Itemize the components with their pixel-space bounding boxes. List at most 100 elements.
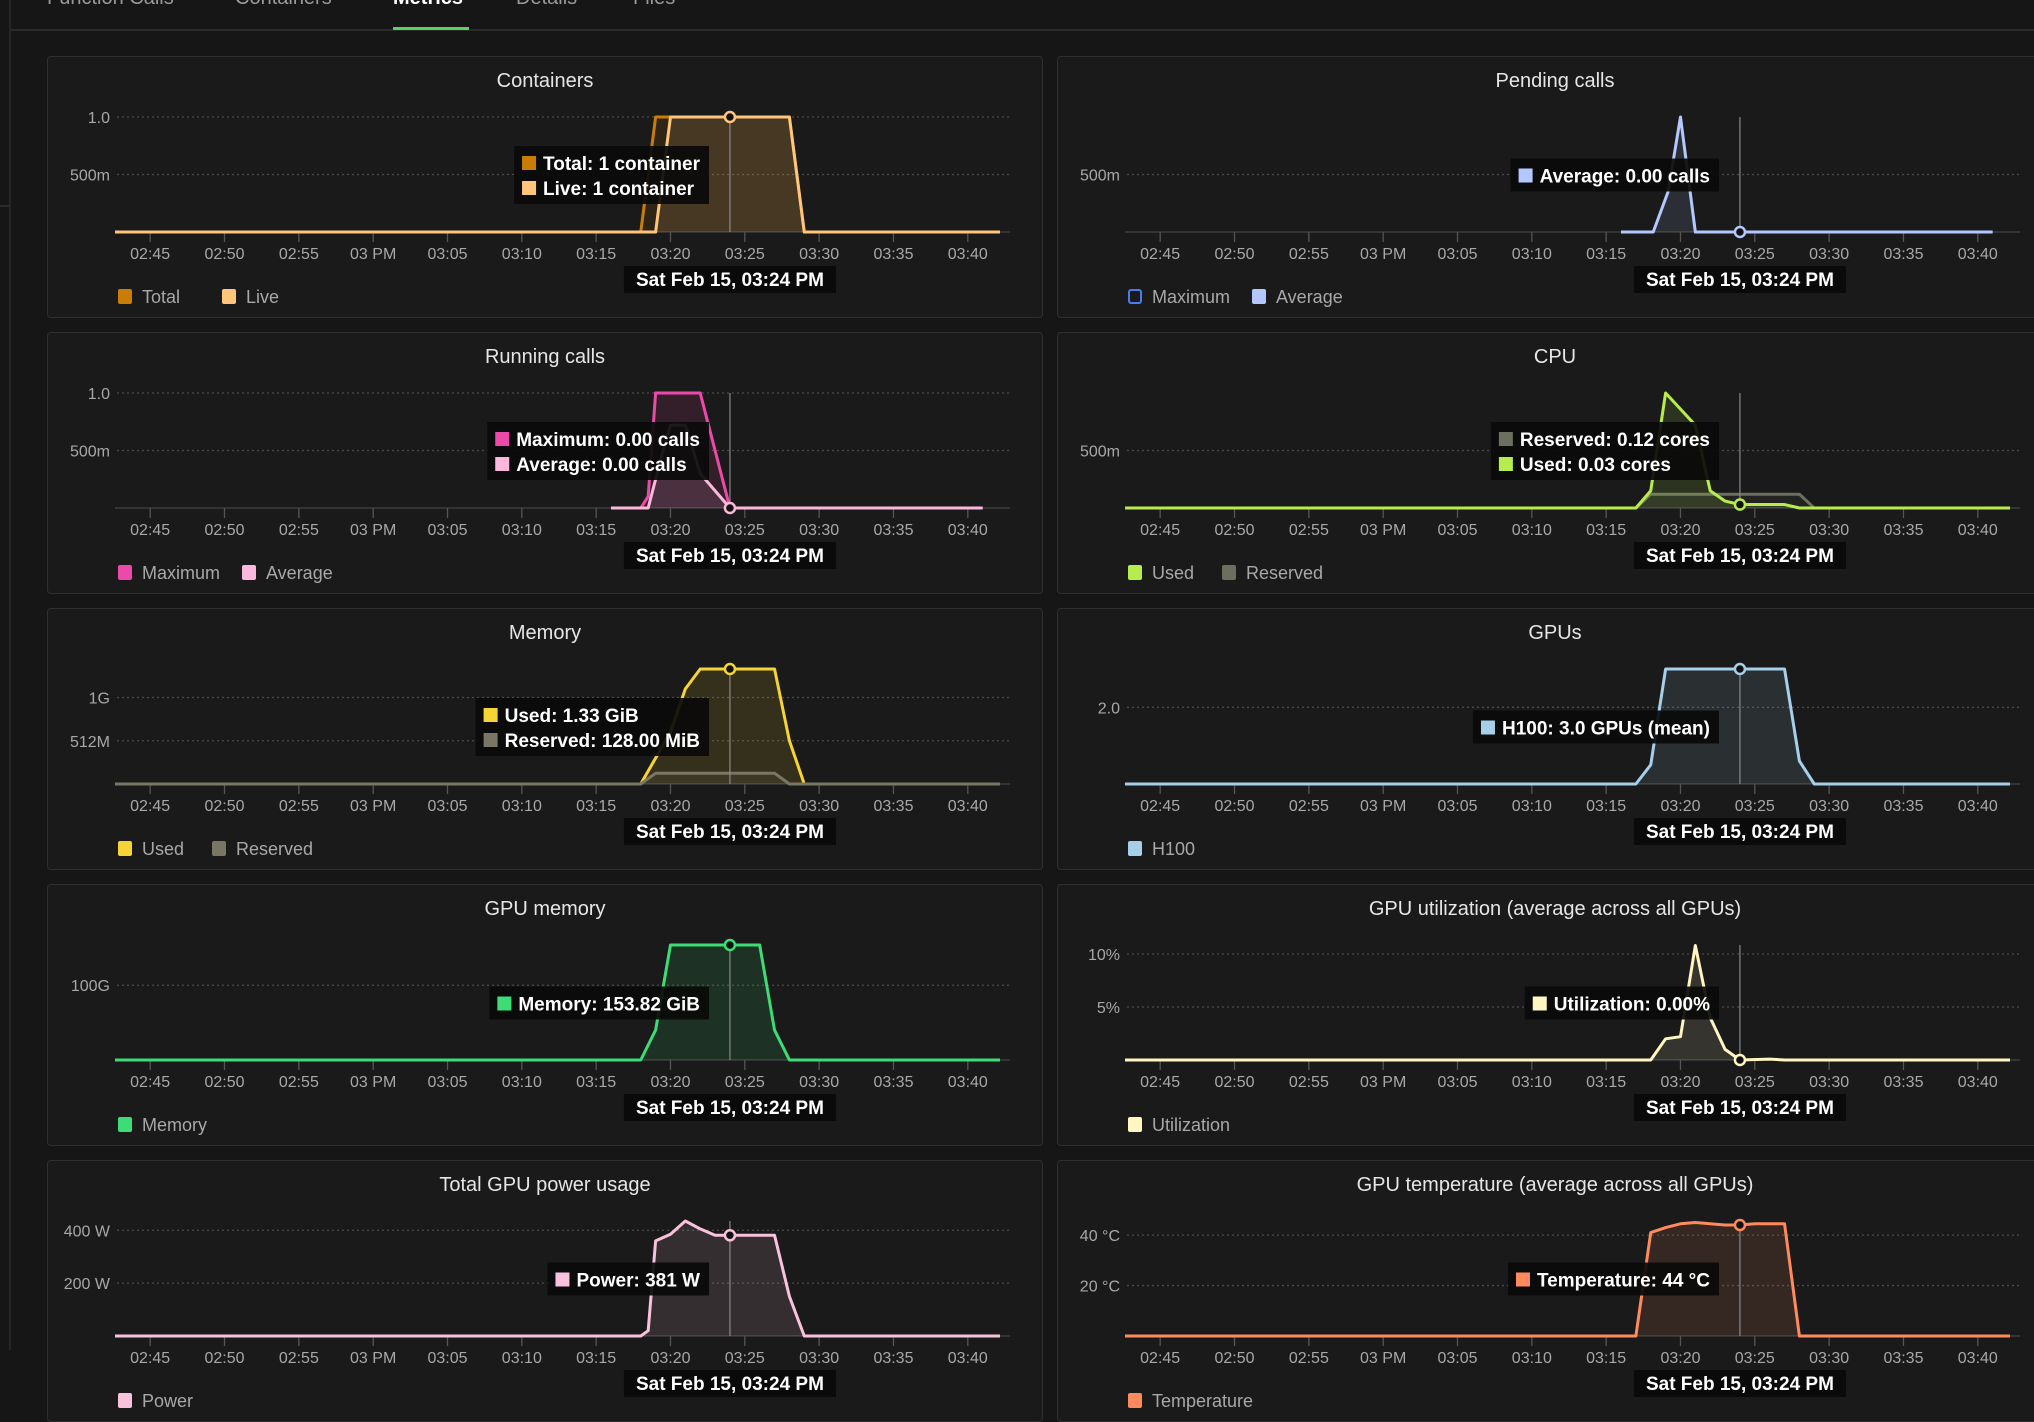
x-tick-label: 03:30	[1809, 522, 1849, 539]
legend-item-maximum[interactable]: Maximum	[1128, 287, 1230, 307]
y-tick-label: 500m	[1080, 168, 1120, 185]
y-tick-label: 512M	[70, 734, 110, 751]
x-tick-label: 03:10	[1512, 1350, 1552, 1367]
legend-label: Used	[142, 839, 184, 859]
tooltip-text: Used: 1.33 GiB	[505, 706, 639, 727]
tooltip-text: Utilization: 0.00%	[1554, 995, 1710, 1016]
x-tick-label: 03:35	[1883, 246, 1923, 263]
x-tick-label: 03:05	[427, 1074, 467, 1091]
legend-item-utilization[interactable]: Utilization	[1128, 1115, 1230, 1135]
chart-plot[interactable]: 500m 02:45 02:50 02:55 03 PM 03:05 03:10 03:15 0…	[1058, 57, 2034, 318]
x-tick-label: 03:20	[1660, 522, 1700, 539]
x-tick-label: 03:10	[502, 522, 542, 539]
time-label-background	[1633, 266, 1846, 293]
x-tick-label: 03:15	[1586, 1350, 1626, 1367]
chart-card-gpus: GPUs 2.0 02:45 02:50 02:55 03 PM 03:05 03:10 03:…	[1057, 608, 2034, 870]
x-tick-label: 03:25	[1735, 246, 1775, 263]
legend-item-power[interactable]: Power	[118, 1391, 193, 1411]
x-tick-label: 03:35	[873, 1074, 913, 1091]
x-tick-label: 03:35	[1883, 1074, 1923, 1091]
legend-item-live[interactable]: Live	[222, 287, 279, 307]
legend-item-memory[interactable]: Memory	[118, 1115, 207, 1135]
sidebar-edge	[9, 0, 11, 1350]
tooltip-swatch	[1518, 168, 1533, 183]
legend-label: H100	[1152, 839, 1195, 859]
chart-plot[interactable]: 10% 5% 02:45 02:50 02:55 03 PM 03:05 03:10 03:15…	[1058, 885, 2034, 1146]
chart-plot[interactable]: 1G 512M 02:45 02:50 02:55 03 PM 03:05 03:10 03:1…	[48, 609, 1043, 870]
legend-label: Average	[266, 563, 333, 583]
legend-item-average[interactable]: Average	[1252, 287, 1343, 307]
hover-tooltip: Total: 1 container Live: 1 container	[514, 146, 709, 204]
legend-item-h100[interactable]: H100	[1128, 839, 1195, 859]
tooltip-text: H100: 3.0 GPUs (mean)	[1502, 719, 1710, 740]
x-tick-label: 02:55	[1289, 246, 1329, 263]
x-tick-label: 03:15	[576, 1074, 616, 1091]
tooltip-swatch	[497, 996, 512, 1011]
legend-item-used[interactable]: Used	[1128, 563, 1194, 583]
x-tick-label: 03:25	[1735, 1074, 1775, 1091]
hover-time-label: Sat Feb 15, 03:24 PM	[623, 1370, 836, 1397]
x-tick-label: 03:30	[799, 1074, 839, 1091]
chart-plot[interactable]: 2.0 02:45 02:50 02:55 03 PM 03:05 03:10 03:15 03…	[1058, 609, 2034, 870]
chart-card-containers: Containers 1.0 500m 02:45 02:50 02:55 03 PM 03:…	[47, 56, 1043, 318]
tab-containers[interactable]: Containers	[235, 0, 332, 10]
x-tick-label: 02:50	[204, 522, 244, 539]
chart-plot[interactable]: 1.0 500m 02:45 02:50 02:55 03 PM 03:05 03:10 03:…	[48, 333, 1043, 594]
hover-tooltip: Temperature: 44 °C	[1507, 1262, 1719, 1296]
x-tick-label: 02:45	[130, 798, 170, 815]
legend-item-maximum[interactable]: Maximum	[118, 563, 220, 583]
legend-item-temperature[interactable]: Temperature	[1128, 1391, 1253, 1411]
hover-tooltip: Reserved: 0.12 cores Used: 0.03 cores	[1490, 422, 1719, 480]
time-label-text: Sat Feb 15, 03:24 PM	[1646, 546, 1834, 567]
x-tick-label: 03:20	[1660, 1350, 1700, 1367]
series-line-h100	[1125, 667, 2010, 786]
chart-plot[interactable]: 40 °C 20 °C 02:45 02:50 02:55 03 PM 03:05 03:10…	[1058, 1161, 2034, 1422]
legend-item-reserved[interactable]: Reserved	[212, 839, 313, 859]
x-tick-label: 03 PM	[350, 1074, 396, 1091]
y-tick-label: 2.0	[1098, 700, 1120, 717]
x-tick-label: 02:55	[1289, 522, 1329, 539]
tab-files[interactable]: Files	[633, 0, 675, 10]
chart-plot[interactable]: 400 W 200 W 02:45 02:50 02:55 03 PM 03:05 03:10…	[48, 1161, 1043, 1422]
x-tick-label: 02:50	[204, 1350, 244, 1367]
series-line-power	[115, 1219, 1000, 1338]
legend-swatch	[1128, 565, 1142, 580]
x-tick-label: 03:20	[650, 522, 690, 539]
x-tick-label: 03:25	[725, 798, 765, 815]
time-label-background	[623, 818, 836, 845]
hover-point-marker	[723, 501, 737, 515]
x-tick-label: 03:15	[1586, 522, 1626, 539]
series-line-used	[1125, 391, 2010, 510]
legend-swatch	[1128, 1117, 1142, 1132]
chart-plot[interactable]: 1.0 500m 02:45 02:50 02:55 03 PM 03:05 03:10 03:…	[48, 57, 1043, 318]
legend-item-total[interactable]: Total	[118, 287, 180, 307]
tab-metrics[interactable]: Metrics	[393, 0, 463, 10]
x-tick-label: 03:35	[873, 1350, 913, 1367]
hover-time-label: Sat Feb 15, 03:24 PM	[1633, 1370, 1846, 1397]
chart-plot[interactable]: 100G 02:45 02:50 02:55 03 PM 03:05 03:10 03:15 0…	[48, 885, 1043, 1146]
chart-title: Memory	[508, 622, 582, 644]
legend-item-used[interactable]: Used	[118, 839, 184, 859]
legend-item-average[interactable]: Average	[242, 563, 333, 583]
chart-title: CPU	[1533, 346, 1577, 368]
time-label-background	[1633, 1094, 1846, 1121]
legend-item-reserved[interactable]: Reserved	[1222, 563, 1323, 583]
tab-details[interactable]: Details	[516, 0, 577, 10]
legend-swatch	[118, 1117, 132, 1132]
chart-plot[interactable]: 500m 02:45 02:50 02:55 03 PM 03:05 03:10 03:15 0…	[1058, 333, 2034, 594]
x-tick-label: 02:55	[279, 246, 319, 263]
tooltip-background	[475, 698, 709, 756]
tab-function-calls[interactable]: Function Calls	[47, 0, 174, 10]
series-area-used	[115, 669, 1000, 784]
tooltip-swatch	[1515, 1272, 1530, 1287]
series-area-temperature	[1125, 1222, 2010, 1336]
tooltip-text: Live: 1 container	[543, 179, 695, 200]
series-area-average	[611, 425, 983, 508]
time-label-text: Sat Feb 15, 03:24 PM	[636, 546, 824, 567]
tooltip-background	[1490, 422, 1719, 480]
x-tick-label: 03 PM	[1360, 1350, 1406, 1367]
x-tick-label: 03:10	[502, 1350, 542, 1367]
hover-tooltip: Average: 0.00 calls	[1510, 158, 1719, 192]
tooltip-background	[1507, 1262, 1719, 1296]
x-tick-label: 03:20	[1660, 246, 1700, 263]
